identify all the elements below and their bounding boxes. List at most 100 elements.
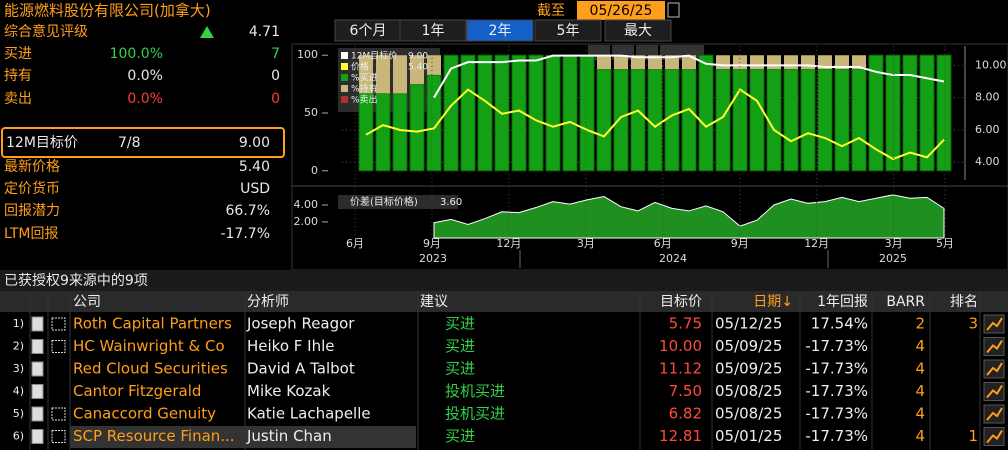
row-num: 3) bbox=[13, 362, 24, 375]
cell-firm: Cantor Fitzgerald bbox=[73, 382, 201, 400]
month-label: 3月 bbox=[885, 237, 903, 250]
bar bbox=[716, 55, 730, 70]
bar bbox=[409, 83, 425, 172]
cell-rank: 1 bbox=[968, 427, 978, 445]
doc-icon[interactable] bbox=[31, 406, 44, 422]
column-header: 排名 bbox=[950, 294, 978, 310]
bar bbox=[579, 54, 595, 172]
bar bbox=[885, 54, 901, 172]
tab-label: 1年 bbox=[422, 23, 445, 39]
legend-swatch bbox=[341, 96, 348, 103]
cell-date: 05/08/25 bbox=[715, 382, 782, 400]
bar bbox=[528, 54, 544, 172]
tab[interactable] bbox=[534, 19, 602, 42]
bar bbox=[477, 54, 493, 172]
price-label: 最新价格 bbox=[4, 159, 60, 175]
target-box bbox=[1, 127, 285, 158]
month-label: 12月 bbox=[804, 237, 829, 250]
bar bbox=[410, 55, 424, 85]
calendar-icon[interactable] bbox=[667, 2, 680, 18]
tab[interactable] bbox=[604, 19, 672, 42]
chart-icon bbox=[986, 384, 1003, 399]
bar bbox=[784, 55, 798, 70]
month-label: 6月 bbox=[654, 237, 672, 250]
legend-label: 价格 bbox=[351, 61, 369, 73]
column-header: 公司 bbox=[73, 294, 101, 310]
ltm-value: -17.7% bbox=[220, 226, 270, 242]
bar bbox=[664, 68, 680, 172]
cell-date: 05/09/25 bbox=[715, 337, 782, 355]
price-line bbox=[365, 88, 945, 161]
legend-swatch bbox=[341, 52, 348, 59]
doc-icon[interactable] bbox=[31, 339, 44, 354]
tab[interactable] bbox=[399, 19, 467, 42]
cell-analyst: Justin Chan bbox=[246, 427, 332, 445]
month-label: 6月 bbox=[346, 237, 364, 250]
doc-icon[interactable] bbox=[31, 429, 44, 444]
legend-swatch bbox=[341, 85, 348, 92]
doc-icon[interactable] bbox=[31, 361, 44, 377]
y2-tick-label: 8.00 bbox=[975, 91, 1000, 104]
month-label: 5月 bbox=[936, 237, 954, 250]
month-label: 3月 bbox=[577, 237, 595, 250]
grid-icon[interactable] bbox=[51, 317, 66, 331]
bar bbox=[614, 55, 628, 70]
y2-tick-label: 10.00 bbox=[975, 58, 1007, 71]
row-num: 6) bbox=[13, 430, 24, 443]
bar bbox=[392, 92, 408, 172]
column-header: 1年回报 bbox=[817, 294, 868, 310]
bar bbox=[919, 54, 935, 172]
cell-date: 05/01/25 bbox=[715, 427, 782, 445]
doc-icon[interactable] bbox=[31, 384, 44, 399]
cell-target: 12.81 bbox=[659, 427, 702, 445]
legend-label: %卖出 bbox=[351, 94, 378, 106]
cell-rating: 投机买进 bbox=[445, 405, 505, 423]
cell-target: 10.00 bbox=[659, 337, 702, 355]
grid-icon[interactable] bbox=[51, 430, 66, 443]
bar bbox=[359, 55, 373, 94]
up-arrow bbox=[200, 26, 214, 38]
legend-label: %买进 bbox=[351, 73, 378, 84]
column-header: BARR bbox=[886, 294, 925, 310]
bar bbox=[613, 68, 629, 172]
cell-rating: 买进 bbox=[445, 360, 475, 378]
sell-count: 0 bbox=[271, 91, 280, 107]
cell-return: -17.73% bbox=[805, 337, 868, 355]
bar bbox=[460, 54, 476, 172]
bar bbox=[596, 68, 612, 172]
bar bbox=[851, 68, 867, 172]
month-label: 9月 bbox=[423, 237, 441, 250]
date-box[interactable] bbox=[577, 1, 665, 20]
sell-label: 卖出 bbox=[4, 91, 32, 107]
bar bbox=[834, 68, 850, 172]
bar bbox=[682, 55, 696, 70]
bar bbox=[783, 68, 799, 172]
bar bbox=[427, 55, 441, 75]
column-header: 目标价 bbox=[660, 294, 702, 310]
title: 能源燃料股份有限公司(加拿大) bbox=[4, 2, 211, 20]
grid-icon[interactable] bbox=[51, 340, 66, 353]
row-highlight bbox=[70, 426, 416, 448]
cell-analyst: Heiko F Ihle bbox=[247, 337, 335, 355]
as-of-label: 截至 bbox=[537, 3, 565, 19]
chart-icon bbox=[986, 317, 1003, 331]
y-tick-label: 50 bbox=[304, 106, 318, 119]
bar bbox=[511, 54, 527, 172]
legend-label: %持有 bbox=[351, 83, 378, 95]
bar bbox=[647, 68, 663, 172]
ltm-label: LTM回报 bbox=[4, 226, 59, 242]
cell-date: 05/09/25 bbox=[715, 360, 782, 378]
year-label: 2024 bbox=[659, 252, 687, 265]
bar bbox=[749, 68, 765, 172]
hold-label: 持有 bbox=[4, 68, 32, 84]
doc-icon[interactable] bbox=[31, 316, 44, 332]
grid-icon[interactable] bbox=[51, 407, 66, 421]
tab[interactable] bbox=[466, 19, 534, 42]
legend-label: 12M目标价 bbox=[351, 50, 397, 62]
cell-rating: 投机买进 bbox=[445, 382, 505, 400]
sell-pct: 0.0% bbox=[127, 91, 163, 107]
tab-label: 2年 bbox=[489, 23, 512, 39]
target-count: 7/8 bbox=[118, 135, 141, 151]
cell-return: -17.73% bbox=[805, 427, 868, 445]
cell-rating: 买进 bbox=[445, 315, 475, 333]
